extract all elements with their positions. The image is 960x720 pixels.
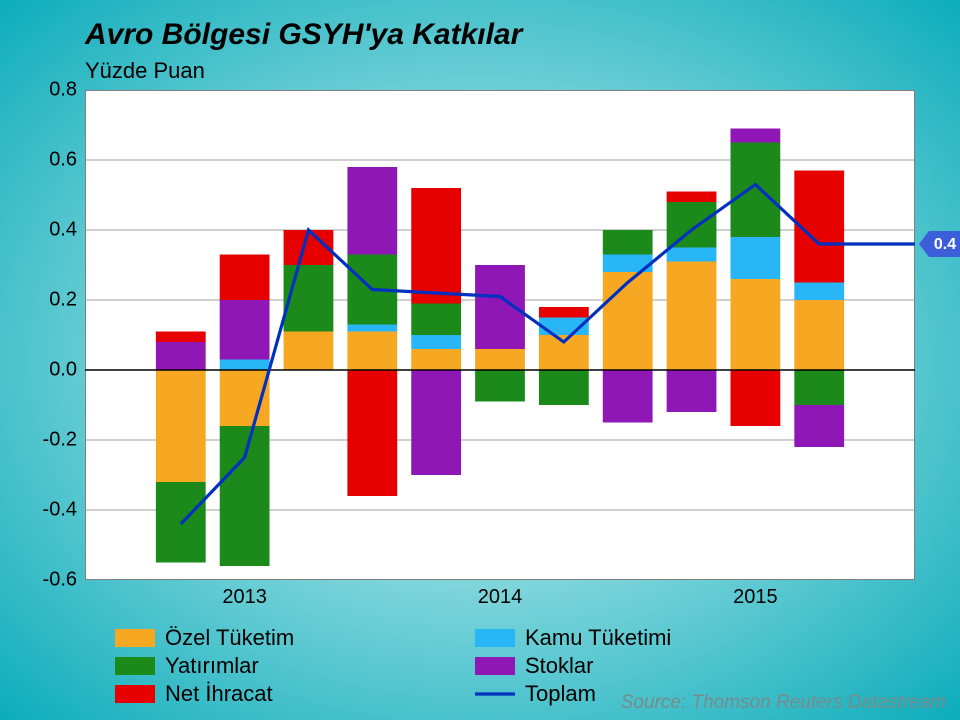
- legend-swatch: [475, 657, 515, 675]
- source-attribution: Source: Thomson Reuters Datastream: [621, 692, 946, 714]
- chart-svg: [85, 90, 915, 580]
- legend-label: Stoklar: [525, 653, 593, 679]
- legend-line-swatch: [475, 685, 515, 703]
- y-tick-label: 0.0: [49, 359, 77, 382]
- y-tick-label: -0.4: [43, 499, 77, 522]
- legend-label: Özel Tüketim: [165, 625, 294, 651]
- x-tick-label: 2015: [733, 586, 778, 609]
- legend-item: Özel Tüketim: [115, 625, 475, 651]
- legend-item: Stoklar: [475, 653, 835, 679]
- chart-title: Avro Bölgesi GSYH'ya Katkılar: [85, 18, 522, 52]
- y-tick-label: 0.6: [49, 149, 77, 172]
- legend-swatch: [115, 685, 155, 703]
- y-tick-label: 0.4: [49, 219, 77, 242]
- legend-item: Kamu Tüketimi: [475, 625, 835, 651]
- x-tick-label: 2014: [478, 586, 523, 609]
- legend-item: Yatırımlar: [115, 653, 475, 679]
- value-callout: 0.4: [919, 231, 960, 257]
- legend-swatch: [115, 629, 155, 647]
- legend-label: Kamu Tüketimi: [525, 625, 671, 651]
- legend-swatch: [475, 629, 515, 647]
- legend-label: Net İhracat: [165, 681, 273, 707]
- svg-text:0.4: 0.4: [934, 236, 956, 253]
- legend-item: Net İhracat: [115, 681, 475, 707]
- plot-area: [85, 90, 915, 580]
- x-tick-label: 2013: [222, 586, 267, 609]
- y-tick-label: -0.6: [43, 569, 77, 592]
- y-tick-label: -0.2: [43, 429, 77, 452]
- legend-swatch: [115, 657, 155, 675]
- y-tick-label: 0.2: [49, 289, 77, 312]
- chart-subtitle: Yüzde Puan: [85, 58, 205, 84]
- y-tick-label: 0.8: [49, 79, 77, 102]
- legend-label: Toplam: [525, 681, 596, 707]
- legend-label: Yatırımlar: [165, 653, 259, 679]
